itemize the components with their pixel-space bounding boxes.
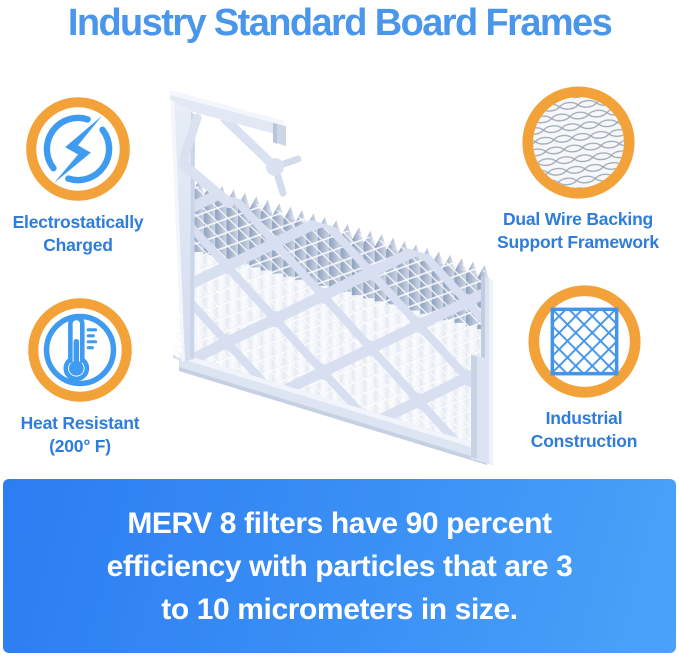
feature-heat-resistant: Heat Resistant (200° F)	[10, 295, 150, 458]
feature-electrostatic: Electrostatically Charged	[8, 94, 148, 257]
feature-industrial-construction: Industrial Construction	[504, 283, 664, 453]
filter-right-cap	[471, 276, 493, 465]
feature-label-line: Support Framework	[497, 232, 659, 252]
feature-wire-backing: Dual Wire Backing Support Framework	[497, 84, 659, 254]
feature-label-line: Charged	[43, 235, 113, 255]
feature-label-line: Heat Resistant	[20, 413, 140, 433]
feature-label-line: Electrostatically	[12, 212, 144, 232]
banner-line: efficiency with particles that are 3	[106, 549, 573, 583]
feature-label: Heat Resistant (200° F)	[21, 412, 140, 458]
wire-mesh-icon	[521, 86, 635, 199]
banner-line: MERV 8 filters have 90 percent	[127, 506, 552, 540]
feature-label-line: Dual Wire Backing	[502, 209, 654, 229]
banner-line: to 10 micrometers in size.	[161, 592, 518, 626]
product-image-air-filter	[165, 66, 505, 478]
feature-label: Electrostatically Charged	[13, 211, 144, 257]
feature-label-line: Construction	[530, 431, 638, 451]
page-title: Industry Standard Board Frames	[67, 2, 613, 44]
thermometer-icon	[28, 298, 132, 402]
air-filter-illustration	[170, 90, 493, 466]
feature-label-line: Industrial	[545, 408, 623, 428]
feature-label: Industrial Construction	[530, 407, 638, 453]
filter-top-frame	[170, 90, 302, 208]
info-banner: MERV 8 filters have 90 percent efficienc…	[3, 479, 676, 653]
feature-label: Dual Wire Backing Support Framework	[497, 208, 659, 254]
lightning-bolt-icon	[26, 97, 130, 201]
feature-label-line: (200° F)	[49, 436, 111, 456]
filter-bottom-rail	[179, 353, 487, 465]
filter-face-overlays	[173, 186, 493, 466]
diamond-lattice-icon	[527, 285, 641, 398]
